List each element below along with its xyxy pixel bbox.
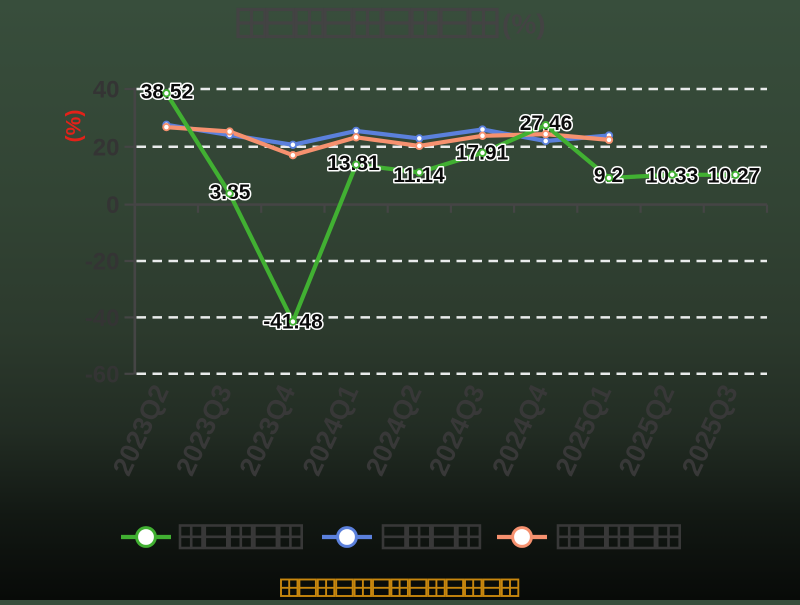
svg-text:0: 0 (106, 192, 119, 219)
svg-text:(%): (%) (63, 110, 86, 143)
svg-text:2024Q3: 2024Q3 (423, 380, 491, 480)
svg-text:40: 40 (93, 77, 120, 104)
svg-text:20: 20 (93, 134, 120, 161)
svg-text:2023Q4: 2023Q4 (233, 380, 301, 480)
svg-text:2025Q1: 2025Q1 (550, 380, 618, 480)
svg-text:2024Q2: 2024Q2 (360, 380, 428, 480)
svg-text:2023Q2: 2023Q2 (107, 380, 175, 480)
svg-text:2024Q1: 2024Q1 (297, 380, 365, 480)
svg-text:2025Q3: 2025Q3 (676, 380, 744, 480)
svg-text:-40: -40 (85, 305, 120, 332)
svg-text:-60: -60 (85, 361, 120, 388)
svg-text:2025Q2: 2025Q2 (613, 380, 681, 480)
svg-text:(%): (%) (502, 9, 546, 40)
svg-text:-20: -20 (85, 249, 120, 276)
svg-text:2023Q3: 2023Q3 (170, 380, 238, 480)
svg-text:2024Q4: 2024Q4 (486, 380, 554, 480)
